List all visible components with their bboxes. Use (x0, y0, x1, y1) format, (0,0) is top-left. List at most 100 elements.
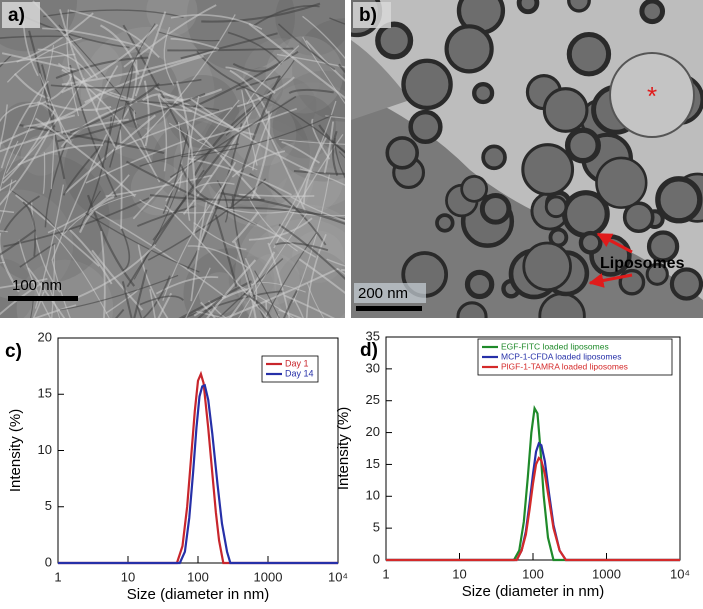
fiber (248, 298, 258, 318)
fiber (111, 106, 233, 152)
shade (0, 101, 55, 158)
fiber (278, 223, 345, 281)
fiber (157, 292, 173, 318)
fiber (192, 50, 299, 109)
x-tick-label: 10 (121, 569, 135, 584)
panel-label: c) (5, 341, 22, 362)
liposome (639, 0, 666, 25)
shade (292, 18, 345, 122)
fiber (0, 35, 71, 39)
scale-bar (356, 306, 422, 311)
fiber (274, 242, 329, 252)
fiber (318, 124, 345, 154)
label-bg (2, 2, 40, 28)
series-line (386, 456, 680, 562)
fiber (265, 300, 268, 318)
fiber (186, 123, 243, 270)
fiber (197, 161, 237, 251)
fiber (305, 233, 327, 318)
fiber (0, 210, 15, 214)
fiber (298, 257, 345, 295)
liposome (521, 143, 575, 196)
y-tick-label: 10 (38, 442, 52, 457)
x-tick-label: 10⁴ (328, 569, 348, 584)
y-tick-label: 10 (366, 488, 380, 503)
y-tick-label: 5 (45, 498, 52, 513)
fiber (167, 47, 294, 52)
liposome (561, 190, 610, 238)
fiber (50, 78, 202, 89)
fiber (248, 22, 345, 100)
liposome (401, 58, 453, 111)
fiber (218, 191, 345, 225)
fiber (267, 242, 291, 318)
legend-box (477, 338, 673, 376)
fiber (157, 95, 168, 172)
fiber (3, 195, 40, 233)
fiber (51, 260, 71, 318)
fiber (59, 9, 117, 149)
fiber (0, 129, 51, 206)
fiber (28, 30, 66, 180)
legend-label: EGF-FITC loaded liposomes (501, 341, 609, 351)
fiber (0, 179, 13, 225)
fiber (231, 150, 286, 178)
fiber (0, 53, 76, 65)
series-line (386, 441, 680, 562)
arrow (588, 273, 633, 288)
fiber (0, 140, 19, 193)
fiber (233, 241, 257, 318)
fiber (79, 190, 101, 230)
fiber (121, 281, 133, 318)
fiber (22, 201, 37, 257)
fiber (85, 140, 186, 184)
panel-label: d) (360, 340, 378, 361)
liposome (595, 156, 648, 209)
y-tick-label: 35 (366, 328, 380, 343)
fiber (5, 45, 55, 174)
fiber (331, 130, 339, 177)
fiber (230, 75, 281, 208)
fiber (51, 134, 108, 261)
panel-label: b) (359, 5, 377, 26)
fiber (42, 27, 143, 48)
fiber (0, 282, 43, 316)
fiber (163, 88, 223, 102)
liposome (444, 24, 494, 74)
fiber (292, 296, 304, 318)
fiber (69, 82, 160, 134)
fiber (325, 115, 345, 119)
fiber (30, 298, 34, 318)
y-tick-label: 15 (38, 386, 52, 401)
fiber (42, 152, 46, 194)
liposome (655, 176, 703, 224)
fiber (86, 194, 136, 287)
fiber (201, 2, 321, 23)
liposome (472, 81, 495, 105)
scale-bar-bg (354, 283, 426, 303)
fiber (164, 204, 269, 318)
fiber (86, 116, 113, 216)
liposome (645, 262, 669, 286)
y-tick-label: 15 (366, 456, 380, 471)
fiber (61, 68, 138, 103)
y-tick-label: 0 (45, 554, 52, 569)
fiber (162, 183, 226, 301)
fiber (37, 48, 93, 78)
fiber (23, 92, 102, 128)
fiber (69, 64, 118, 198)
legend-box (261, 355, 319, 383)
fiber (136, 304, 143, 318)
fiber (59, 274, 179, 311)
y-axis-label: Intensity (%) (7, 409, 24, 492)
fiber (162, 128, 190, 214)
fiber (0, 102, 39, 123)
liposome (669, 267, 703, 301)
fiber (250, 110, 271, 200)
fiber (283, 290, 298, 318)
fiber (196, 310, 227, 318)
fiber (133, 269, 148, 318)
x-tick-label: 10⁴ (670, 566, 690, 581)
fiber (15, 194, 100, 267)
micrograph-b (351, 0, 703, 318)
